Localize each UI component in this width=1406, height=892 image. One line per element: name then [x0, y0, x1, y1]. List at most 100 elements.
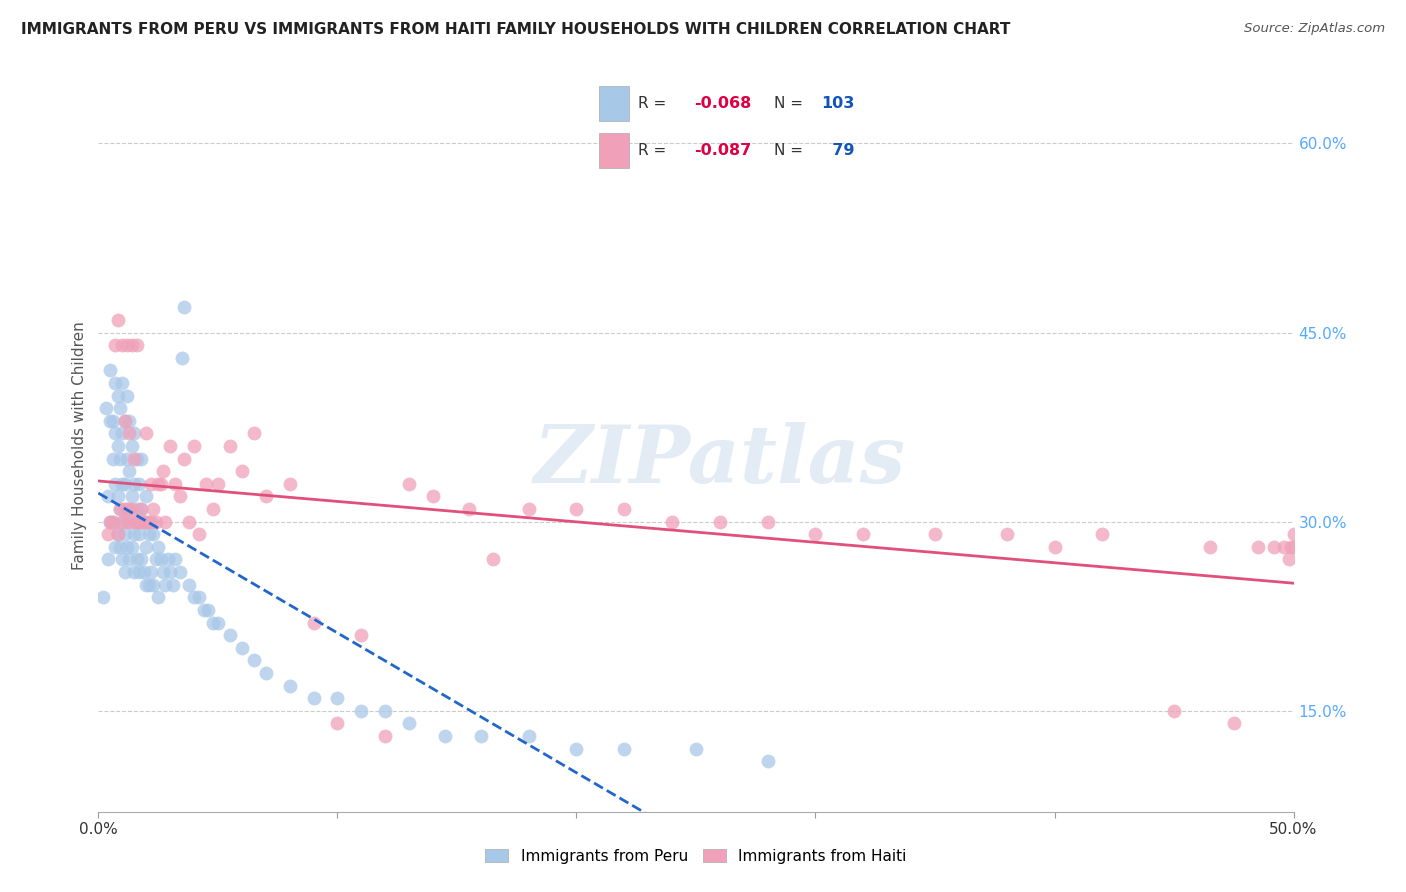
Point: [108, 540, 131, 554]
Point: [124, 476, 146, 491]
Point: [1282, 527, 1305, 541]
Point: [1282, 540, 1305, 554]
Point: [163, 476, 186, 491]
Point: [1223, 716, 1246, 731]
Point: [101, 515, 124, 529]
Point: [121, 502, 143, 516]
Point: [458, 502, 481, 516]
Point: [128, 515, 150, 529]
Point: [101, 451, 124, 466]
Point: [107, 313, 129, 327]
Point: [125, 502, 148, 516]
Point: [187, 527, 209, 541]
Point: [118, 464, 141, 478]
Point: [107, 527, 129, 541]
Point: [128, 565, 150, 579]
Text: N =: N =: [773, 144, 803, 158]
Point: [124, 515, 146, 529]
Point: [124, 565, 146, 579]
Point: [172, 351, 194, 365]
Point: [709, 515, 731, 529]
Point: [1263, 540, 1285, 554]
Point: [231, 640, 253, 655]
Point: [179, 515, 201, 529]
Point: [145, 552, 167, 566]
Point: [121, 540, 143, 554]
Point: [114, 414, 136, 428]
Text: R =: R =: [638, 144, 666, 158]
Point: [104, 338, 127, 352]
Point: [155, 515, 177, 529]
Point: [613, 502, 636, 516]
Point: [207, 476, 229, 491]
Text: ZIPatlas: ZIPatlas: [534, 422, 905, 500]
Point: [243, 426, 266, 441]
Point: [145, 515, 167, 529]
Point: [924, 527, 946, 541]
Point: [148, 540, 170, 554]
Point: [108, 502, 131, 516]
Point: [159, 439, 181, 453]
Point: [135, 540, 157, 554]
Point: [91, 591, 114, 605]
Text: 79: 79: [821, 144, 855, 158]
Point: [1247, 540, 1270, 554]
Point: [1199, 540, 1222, 554]
Point: [94, 401, 117, 416]
Point: [142, 578, 165, 592]
Point: [422, 490, 444, 504]
Point: [152, 464, 174, 478]
Point: [138, 578, 160, 592]
Point: [118, 552, 141, 566]
Point: [104, 476, 127, 491]
Point: [470, 729, 492, 743]
Point: [114, 527, 136, 541]
Point: [101, 515, 124, 529]
Point: [111, 376, 134, 390]
Point: [135, 515, 157, 529]
Point: [350, 704, 373, 718]
Point: [111, 515, 134, 529]
Point: [254, 665, 277, 680]
Point: [197, 603, 219, 617]
Point: [125, 338, 148, 352]
Point: [207, 615, 229, 630]
Point: [156, 552, 179, 566]
Point: [142, 527, 165, 541]
Text: IMMIGRANTS FROM PERU VS IMMIGRANTS FROM HAITI FAMILY HOUSEHOLDS WITH CHILDREN CO: IMMIGRANTS FROM PERU VS IMMIGRANTS FROM …: [21, 22, 1011, 37]
Point: [231, 464, 253, 478]
Text: Source: ZipAtlas.com: Source: ZipAtlas.com: [1244, 22, 1385, 36]
Point: [804, 527, 827, 541]
Text: N =: N =: [773, 96, 803, 111]
Point: [114, 565, 136, 579]
Point: [219, 628, 242, 642]
Point: [125, 515, 148, 529]
Point: [139, 565, 162, 579]
Point: [183, 439, 205, 453]
Point: [118, 502, 141, 516]
Point: [98, 515, 122, 529]
Point: [115, 451, 138, 466]
Point: [179, 578, 201, 592]
Point: [115, 388, 138, 402]
Point: [149, 476, 172, 491]
Text: R =: R =: [638, 96, 666, 111]
Text: -0.068: -0.068: [695, 96, 751, 111]
Point: [374, 704, 396, 718]
Point: [108, 451, 131, 466]
Point: [97, 527, 120, 541]
Point: [152, 565, 174, 579]
Point: [115, 540, 138, 554]
FancyBboxPatch shape: [599, 133, 628, 168]
Point: [131, 502, 153, 516]
Point: [121, 439, 143, 453]
Point: [139, 476, 162, 491]
Point: [481, 552, 505, 566]
Point: [107, 490, 129, 504]
Point: [114, 414, 136, 428]
Point: [219, 439, 242, 453]
Point: [142, 502, 165, 516]
Point: [115, 338, 138, 352]
Point: [852, 527, 875, 541]
Point: [98, 515, 122, 529]
